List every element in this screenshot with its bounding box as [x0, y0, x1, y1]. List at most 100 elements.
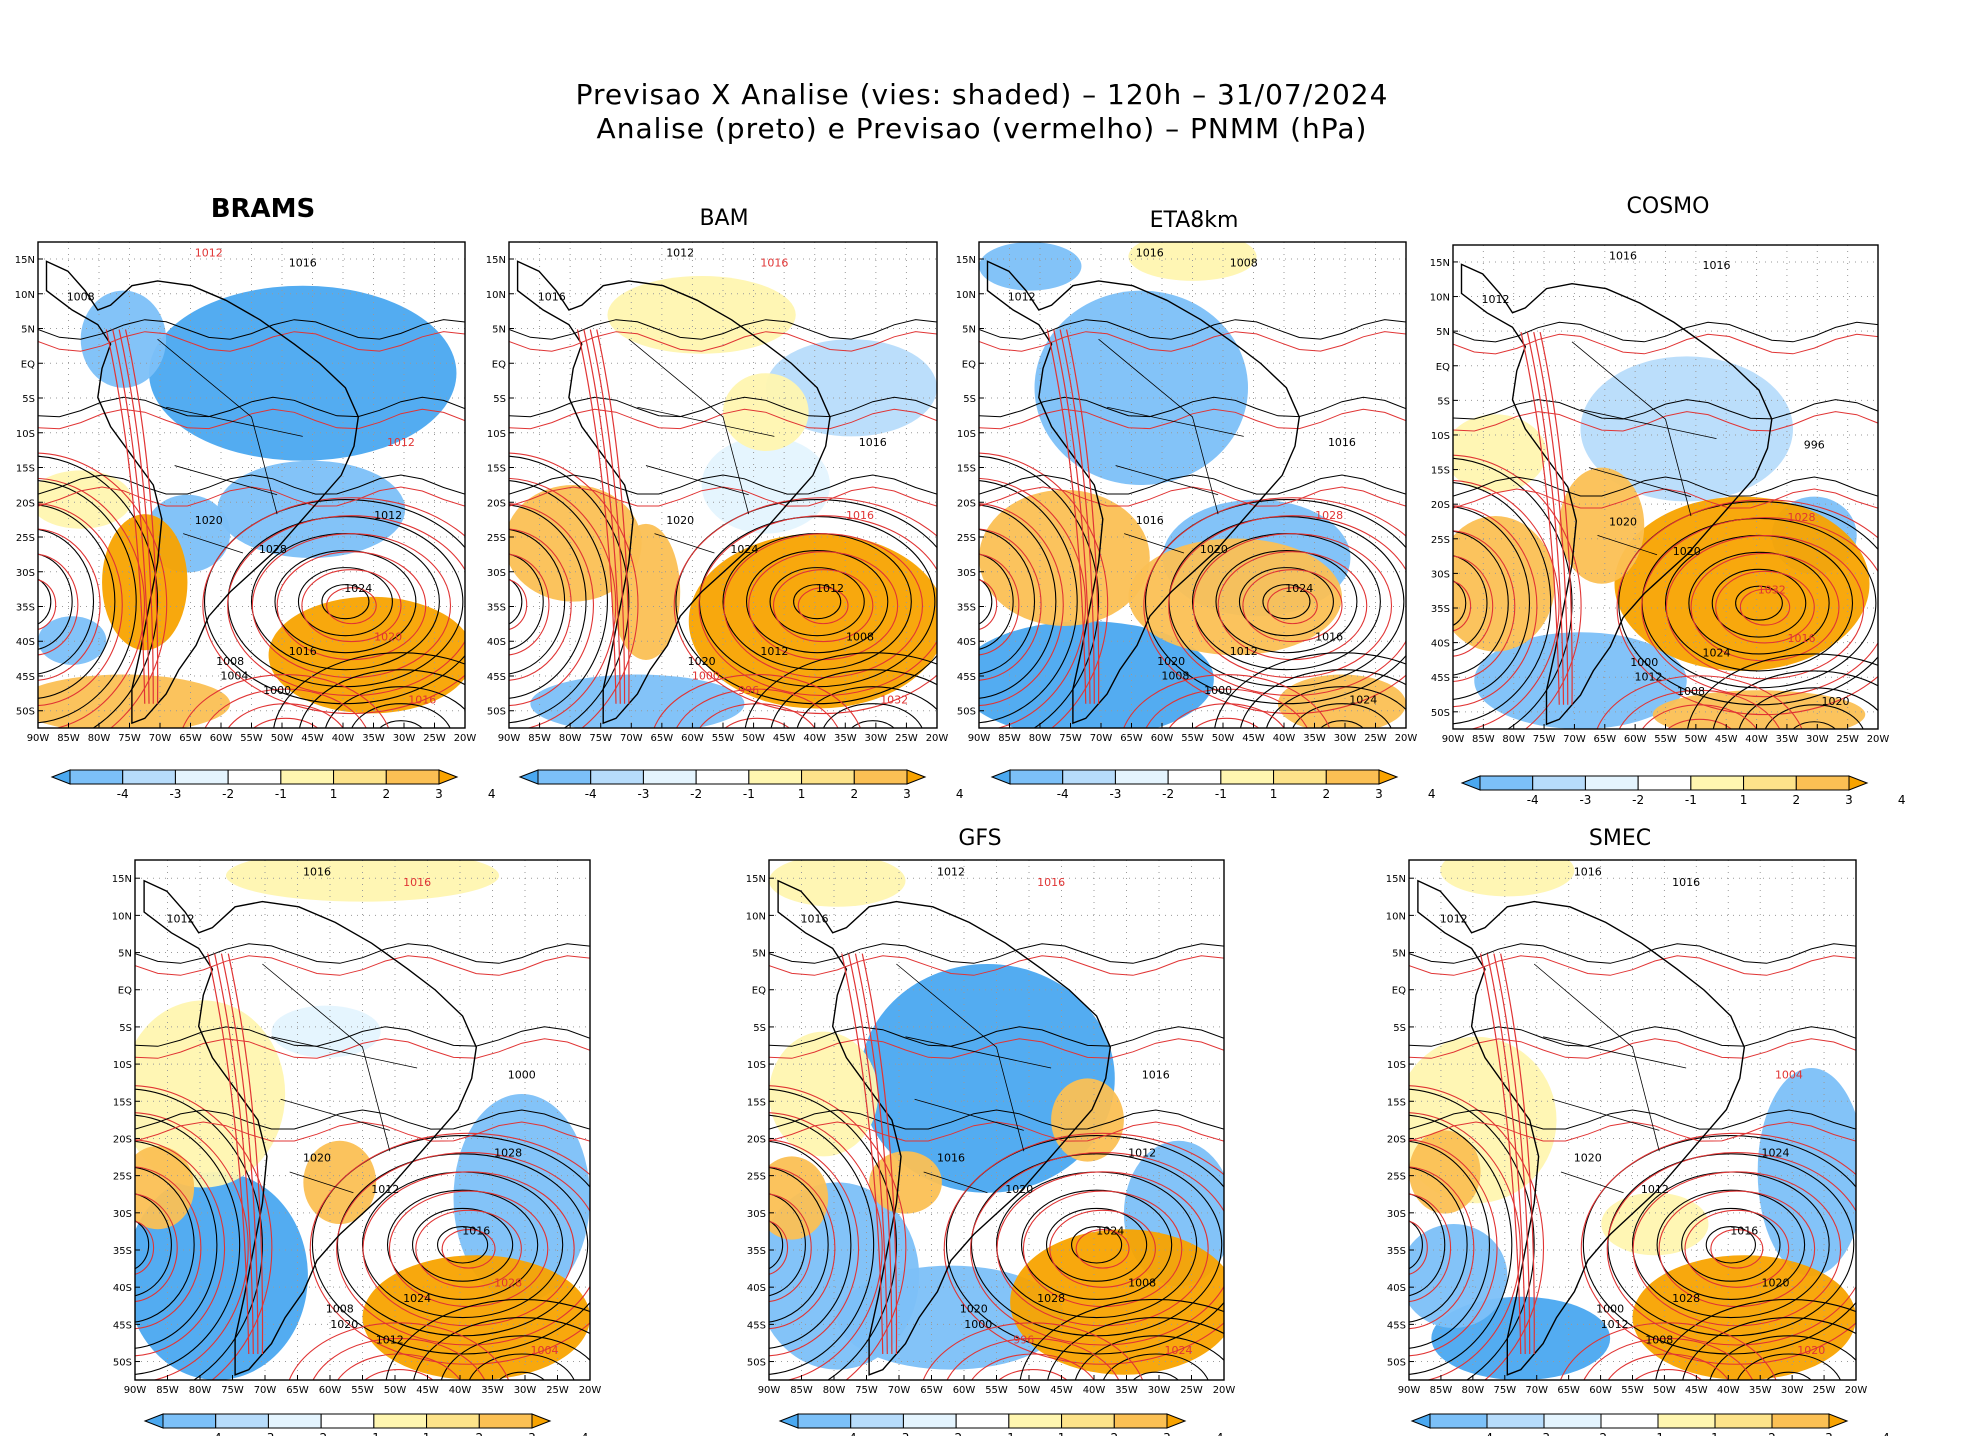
isobar-forecast — [38, 528, 101, 681]
colorbar-label: -3 — [169, 787, 181, 801]
continent-outline — [516, 260, 831, 725]
lat-label: 40S — [16, 637, 35, 648]
colorbar-label: 4 — [1882, 1431, 1890, 1436]
lon-label: 65W — [651, 733, 674, 744]
isobar-analysis — [769, 1193, 806, 1297]
isobar-analysis — [1582, 1135, 1856, 1355]
isobar-forecast — [979, 579, 998, 630]
lon-label: 35W — [481, 1385, 504, 1396]
colorbar-label: -1 — [275, 787, 287, 801]
continent-outline — [986, 260, 1301, 725]
lon-label: 20W — [1845, 1385, 1868, 1396]
lat-label: 15S — [1387, 1097, 1406, 1108]
isobar-analysis — [1687, 653, 1878, 729]
lon-label: 50W — [1212, 733, 1235, 744]
isobar-label: 1024 — [1096, 1224, 1124, 1237]
andes-forecast-contour — [220, 953, 259, 1355]
isobar-forecast — [699, 703, 816, 728]
isobar-forecast — [724, 717, 791, 728]
colorbar-arrow-high — [1378, 769, 1399, 785]
isobar-analysis — [1705, 1226, 1756, 1264]
country-border — [896, 963, 997, 1048]
isobar-analysis — [509, 319, 937, 340]
colorbar-swatch — [537, 769, 592, 785]
bias-shading — [1409, 1130, 1481, 1214]
country-border — [1543, 1036, 1687, 1069]
andes-forecast-contour — [1520, 331, 1560, 705]
isobar-forecast — [38, 503, 123, 707]
isobar-analysis — [297, 567, 393, 637]
lat-label: 20S — [1387, 1134, 1406, 1145]
isobar-analysis — [273, 652, 465, 728]
isobar-analysis — [1453, 555, 1488, 652]
bias-shading — [1409, 1224, 1508, 1328]
bias-shading — [607, 276, 796, 354]
colorbar-swatch — [426, 1413, 480, 1429]
lat-label: 5N — [118, 949, 132, 960]
lon-label: 75W — [1059, 733, 1082, 744]
andes-forecast-contour — [118, 329, 154, 704]
isobar-forecast — [1666, 718, 1733, 729]
country-border — [362, 1047, 391, 1152]
isobar-analysis — [979, 504, 1057, 699]
isobar-label: 1016 — [846, 509, 874, 522]
lat-label: 35S — [113, 1246, 132, 1257]
isobar-forecast — [970, 1152, 1224, 1346]
isobar-analysis — [298, 669, 465, 728]
colorbar-swatch — [1795, 775, 1850, 791]
andes-forecast-contour — [1053, 329, 1091, 704]
country-border — [996, 1047, 1025, 1152]
colorbar-label: -4 — [1057, 787, 1069, 801]
isobar-forecast — [1409, 1085, 1545, 1380]
lon-label: 40W — [1273, 733, 1296, 744]
bias-shading — [769, 860, 906, 907]
lat-label: 35S — [1387, 1246, 1406, 1257]
isobar-forecast — [769, 1121, 1224, 1142]
isobar-label: 1028 — [259, 543, 287, 556]
lon-label: 45W — [1050, 1385, 1073, 1396]
isobar-label: 1024 — [403, 1292, 431, 1305]
lon-label: 90W — [27, 733, 50, 744]
isobar-forecast — [673, 497, 937, 715]
isobar-analysis — [1047, 1317, 1224, 1380]
isobar-forecast — [227, 515, 465, 697]
lat-label: 40S — [487, 637, 506, 648]
isobar-analysis — [204, 499, 465, 705]
lon-label: 70W — [1563, 734, 1586, 745]
isobar-forecast — [653, 674, 861, 728]
lon-label: 55W — [1621, 1385, 1644, 1396]
isobar-forecast — [1634, 1369, 1703, 1380]
isobar-forecast — [38, 553, 79, 656]
lon-label: 30W — [865, 733, 888, 744]
isobar-label: 1016 — [462, 1224, 490, 1237]
isobar-label: 1016 — [1788, 632, 1816, 645]
isobar-forecast — [1453, 555, 1494, 657]
lat-label: 15S — [16, 464, 35, 475]
lon-label: 70W — [1525, 1385, 1548, 1396]
colorbar: -4 -3 -2 -1 1 2 3 4 — [518, 769, 964, 801]
panel-title-cosmo: COSMO — [1626, 194, 1710, 219]
colorbar-swatch — [1532, 775, 1586, 791]
lat-label: 5N — [1436, 327, 1450, 338]
lon-label: 55W — [1654, 734, 1677, 745]
country-border — [251, 416, 278, 515]
figure-title-line2: Analise (preto) e Previsao (vermelho) – … — [596, 112, 1368, 145]
isobar-label: 1016 — [1037, 876, 1065, 889]
isobar-label: 1012 — [1601, 1318, 1629, 1331]
lat-label: EQ — [752, 986, 766, 997]
isobar-analysis — [38, 528, 95, 675]
colorbar-swatch — [695, 769, 750, 785]
isobar-analysis — [769, 1114, 875, 1375]
colorbar-swatch — [280, 769, 335, 785]
colorbar-swatch — [748, 769, 803, 785]
lat-label: 45S — [747, 1320, 766, 1331]
isobar-label: 1016 — [859, 436, 887, 449]
isobar-forecast — [312, 1337, 486, 1380]
lat-label: 5S — [1437, 396, 1450, 407]
isobar-label: 1008 — [67, 290, 95, 303]
lon-label: 40W — [803, 733, 826, 744]
bias-shading — [1128, 242, 1257, 281]
isobar-forecast — [769, 1038, 1224, 1059]
colorbar-swatch — [478, 1413, 533, 1429]
colorbar-label: -1 — [1215, 787, 1227, 801]
